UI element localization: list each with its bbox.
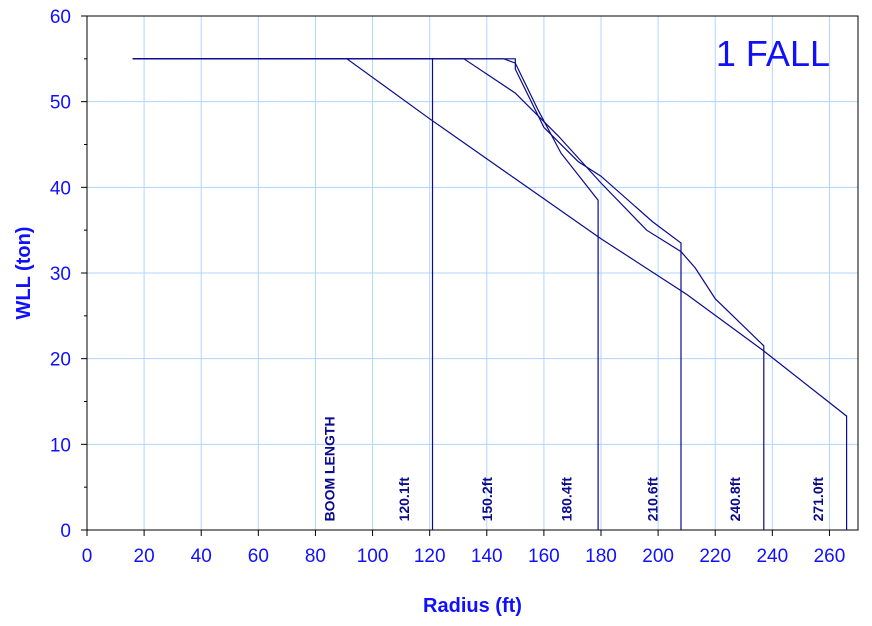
boom-length-label: 120.1ft: [396, 477, 412, 522]
x-tick-label: 60: [248, 546, 269, 567]
boom-length-label: 210.6ft: [644, 477, 660, 522]
x-tick-label: 180: [585, 546, 617, 567]
series-line-150.2ft: [132, 58, 599, 530]
x-axis-title: Radius (ft): [423, 595, 522, 617]
x-tick-label: 260: [814, 546, 846, 567]
chart-title: 1 FALL: [716, 33, 830, 74]
y-tick-label: 20: [50, 350, 71, 371]
boom-length-label: 150.2ft: [479, 477, 495, 522]
y-axis-title: WLL (ton): [13, 227, 35, 320]
boom-length-label: 271.0ft: [810, 477, 826, 522]
boom-length-title: BOOM LENGTH: [322, 416, 338, 521]
x-tick-label: 220: [699, 546, 731, 567]
series-line-120.1ft: [132, 58, 434, 530]
x-tick-label: 20: [134, 546, 155, 567]
x-tick-label: 160: [528, 546, 560, 567]
boom-length-labels: 120.1ft 150.2ft 180.4ft 210.6ft 240.8ft 271.0…: [396, 477, 826, 522]
boom-length-label: 180.4ft: [559, 477, 575, 522]
y-tick-label: 30: [50, 264, 71, 285]
series-line-210.6ft: [132, 58, 765, 530]
gridlines: [87, 16, 858, 530]
x-tick-label: 140: [471, 546, 503, 567]
x-tick-label: 100: [357, 546, 389, 567]
series-line-180.4ft: [132, 58, 682, 530]
y-tick-label: 60: [50, 7, 71, 28]
x-tick-label: 240: [756, 546, 788, 567]
x-tick-label: 0: [82, 546, 93, 567]
series-line-240.8ft: [132, 58, 848, 530]
x-tick-label: 120: [414, 546, 446, 567]
series-lines: [132, 58, 848, 530]
x-tick-label: 80: [305, 546, 326, 567]
y-tick-label: 40: [50, 178, 71, 199]
y-tick-label: 10: [50, 435, 71, 456]
boom-length-label: 240.8ft: [727, 477, 743, 522]
y-tick-label: 50: [50, 93, 71, 114]
y-tick-label: 0: [60, 521, 71, 542]
x-tick-label: 40: [191, 546, 212, 567]
x-tick-label: 200: [642, 546, 674, 567]
axis-ticks: 0 20 40 60 80 100 120 140 160 180 200 220 240 260 0 10 2…: [50, 7, 845, 567]
